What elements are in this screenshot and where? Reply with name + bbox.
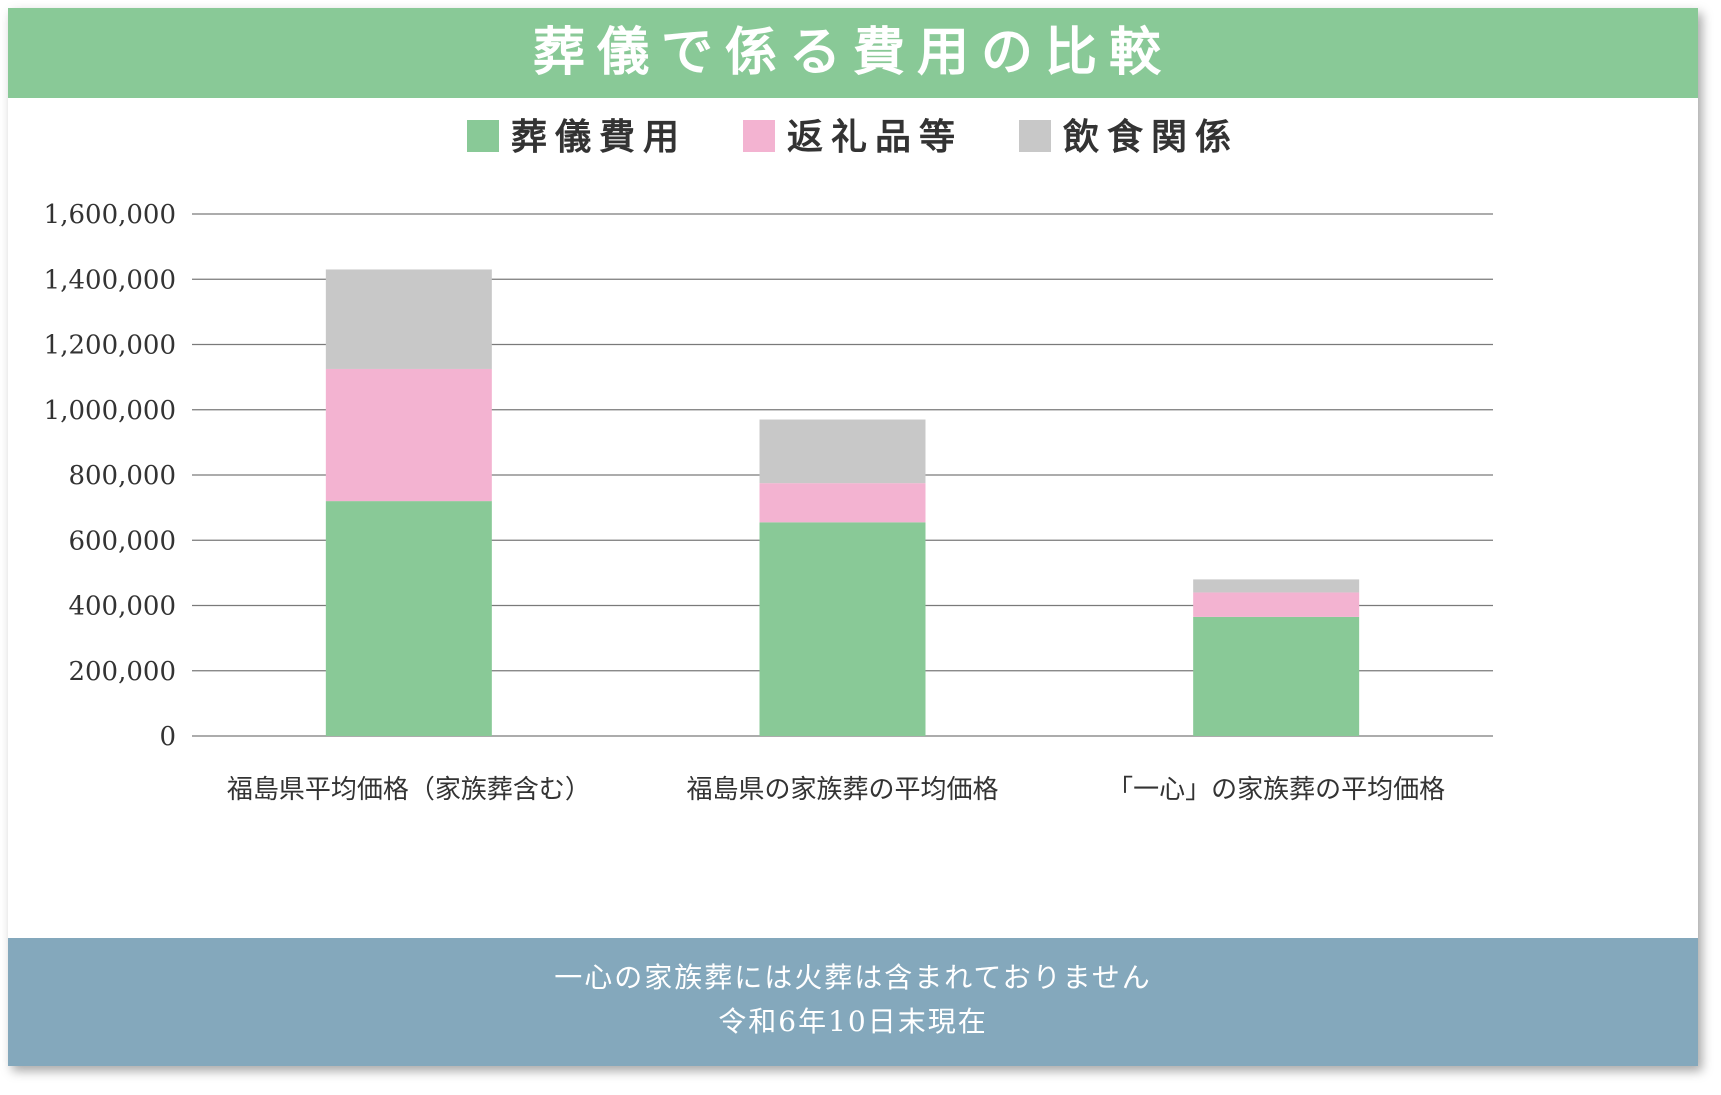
legend-label: 葬儀費用 [511, 116, 687, 158]
x-category-label: 「一心」の家族葬の平均価格 [1107, 775, 1445, 805]
legend-swatch [743, 120, 775, 152]
y-tick-label: 200,000 [68, 657, 176, 687]
x-category-label: 福島県平均価格（家族葬含む） [227, 775, 591, 805]
y-tick-label: 1,200,000 [44, 331, 176, 361]
bar-segment [325, 269, 492, 369]
legend-swatch [1019, 120, 1051, 152]
y-tick-label: 1,000,000 [44, 396, 176, 426]
bar-segment [325, 368, 492, 502]
chart-title: 葬儀で係る費用の比較 [532, 22, 1173, 83]
y-tick-label: 1,400,000 [44, 265, 176, 295]
footer-note: 一心の家族葬には火葬は含まれておりません 令和6年10日末現在 [8, 938, 1698, 1066]
bar-segment [1193, 616, 1360, 736]
bar-segment [759, 522, 926, 736]
chart-card: 葬儀で係る費用の比較 0 200,000 400,000 600,000 800,000… [8, 8, 1698, 1066]
y-tick-label: 400,000 [68, 592, 176, 622]
y-tick-label: 1,600,000 [44, 200, 176, 230]
footer-note-line-2: 令和6年10日末現在 [718, 1005, 988, 1038]
title-bar: 葬儀で係る費用の比較 [8, 8, 1698, 98]
legend-label: 飲食関係 [1063, 116, 1239, 158]
bar-segment [325, 501, 492, 736]
y-tick-label: 600,000 [68, 526, 176, 556]
stacked-bar-chart: 0 200,000 400,000 600,000 800,000 1,000,000 1,… [44, 116, 1493, 805]
bar-segment [759, 483, 926, 523]
bar-segment [1193, 579, 1360, 593]
y-tick-label: 800,000 [68, 461, 176, 491]
y-tick-label: 0 [159, 722, 176, 752]
legend-label: 返礼品等 [787, 116, 963, 158]
legend-swatch [467, 120, 499, 152]
bar-segment [759, 419, 926, 484]
bar-segment [1193, 592, 1360, 617]
footer-note-line-1: 一心の家族葬には火葬は含まれておりません [554, 961, 1152, 994]
x-category-label: 福島県の家族葬の平均価格 [686, 775, 998, 805]
